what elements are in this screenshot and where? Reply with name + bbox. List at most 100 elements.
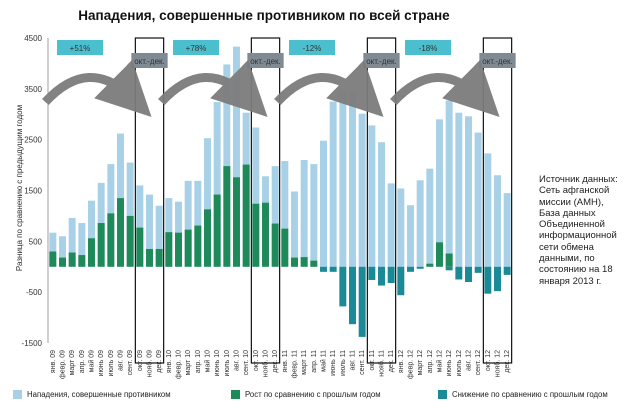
attack-bar-46	[484, 153, 492, 267]
increase-bar-4	[78, 255, 86, 267]
attack-bar-37	[397, 188, 405, 267]
attack-bar-17	[204, 138, 211, 267]
period-change-label: +78%	[186, 44, 207, 53]
y-tick-label: 2500	[24, 136, 42, 145]
increase-bar-27	[300, 257, 308, 267]
x-tick-label: авг. 12	[466, 350, 473, 371]
increase-bar-40	[426, 263, 434, 267]
x-tick-label: дек. 09	[156, 350, 163, 373]
increase-bar-26	[291, 257, 298, 267]
decrease-bar-35	[378, 266, 385, 286]
x-tick-label: июнь 09	[98, 350, 105, 377]
increase-bar-41	[436, 242, 443, 267]
increase-bar-14	[175, 232, 182, 267]
attack-bar-11	[146, 194, 153, 267]
x-tick-label: февр. 11	[292, 350, 299, 379]
attack-bar-3	[68, 217, 76, 267]
increase-bar-17	[204, 209, 211, 267]
x-tick-label: март 11	[301, 350, 308, 375]
attack-bar-16	[194, 180, 202, 267]
attack-bar-41	[436, 119, 443, 267]
y-tick-label: 1500	[24, 187, 42, 196]
x-tick-label: сент. 10	[243, 350, 250, 375]
legend-label-increase: Рост по сравнению с прошлым годом	[245, 390, 381, 399]
attack-bar-38	[407, 205, 414, 267]
period-highlight-label: окт.-дек.	[134, 57, 165, 66]
attack-bar-48	[503, 193, 511, 267]
bars-layer	[49, 46, 511, 337]
decrease-bar-44	[465, 266, 472, 282]
y-tick-label: 4500	[24, 34, 42, 43]
attack-bar-36	[387, 183, 395, 267]
decrease-bar-33	[358, 266, 366, 337]
x-tick-label: янв. 11	[282, 350, 289, 373]
legend: Нападения, совершенные противником Рост …	[13, 390, 623, 404]
attack-bar-10	[136, 185, 144, 267]
period-arrow	[390, 59, 500, 117]
attack-bar-15	[184, 180, 192, 267]
period-highlight-frame	[134, 37, 165, 364]
attack-bar-5	[88, 200, 95, 267]
x-tick-label: февр. 10	[176, 350, 183, 379]
x-tick-label: сент. 11	[359, 350, 366, 375]
x-tick-label: янв. 10	[166, 350, 173, 373]
legend-item-increase: Рост по сравнению с прошлым годом	[231, 390, 381, 399]
attack-bar-29	[320, 140, 327, 267]
decrease-bar-39	[416, 266, 424, 269]
x-tick-label: апр. 09	[79, 350, 86, 373]
period-highlight-frame	[250, 37, 281, 364]
period-change-label: -18%	[419, 44, 438, 53]
legend-item-attacks: Нападения, совершенные противником	[13, 390, 171, 399]
decrease-bar-38	[407, 266, 414, 272]
legend-item-decrease: Снижение по сравнению с прошлым годом	[438, 390, 608, 399]
legend-swatch-increase	[231, 390, 240, 399]
x-tick-label: май 09	[88, 350, 96, 372]
attack-bar-42	[445, 100, 453, 267]
increase-bar-1	[49, 251, 57, 267]
period-arrow	[158, 59, 268, 117]
y-tick-label: -500	[26, 288, 43, 297]
legend-label-decrease: Снижение по сравнению с прошлым годом	[452, 390, 608, 399]
x-tick-label: дек. 10	[272, 350, 279, 373]
attack-bar-19	[223, 64, 231, 267]
x-tick-label: март 09	[69, 350, 76, 375]
x-tick-label: июнь 11	[330, 350, 337, 376]
period-highlight-frame	[482, 37, 513, 364]
increase-bar-2	[59, 257, 66, 267]
x-tick-label: май 11	[320, 350, 328, 372]
period-change-box	[405, 40, 452, 55]
decrease-bar-37	[397, 266, 405, 296]
attack-bar-12	[155, 205, 163, 267]
decrease-bar-31	[339, 266, 347, 307]
y-tick-label: 3500	[24, 85, 42, 94]
x-tick-label: июль 12	[456, 350, 463, 377]
x-tick-label: нояб. 12	[494, 350, 502, 377]
x-tick-label: авг. 11	[350, 350, 357, 371]
decrease-bar-36	[387, 266, 395, 284]
attack-bar-20	[233, 46, 240, 267]
decrease-bar-45	[474, 266, 482, 273]
increase-bar-42	[445, 253, 453, 267]
period-highlight-label: окт.-дек.	[366, 57, 397, 66]
attack-bar-9	[126, 162, 134, 267]
increase-bar-19	[223, 166, 231, 267]
x-tick-label: май 12	[436, 350, 444, 372]
decrease-bar-42	[445, 266, 453, 271]
attack-bar-4	[78, 223, 86, 267]
decrease-bar-43	[455, 266, 463, 280]
increase-bar-9	[126, 215, 134, 267]
period-arrow	[274, 59, 384, 117]
x-tick-label: дек. 12	[504, 350, 511, 373]
period-highlight-label: окт.-дек.	[250, 57, 281, 66]
attack-bar-47	[494, 175, 501, 267]
increase-bar-22	[252, 203, 260, 267]
x-tick-label: июль 10	[224, 350, 231, 377]
attack-bar-2	[59, 236, 66, 267]
decrease-bar-30	[329, 266, 337, 272]
increase-bar-18	[213, 194, 221, 267]
attack-bar-32	[349, 91, 356, 267]
increase-bar-5	[88, 238, 95, 267]
attack-bar-27	[300, 160, 308, 267]
x-tick-label: нояб. 09	[146, 350, 154, 377]
